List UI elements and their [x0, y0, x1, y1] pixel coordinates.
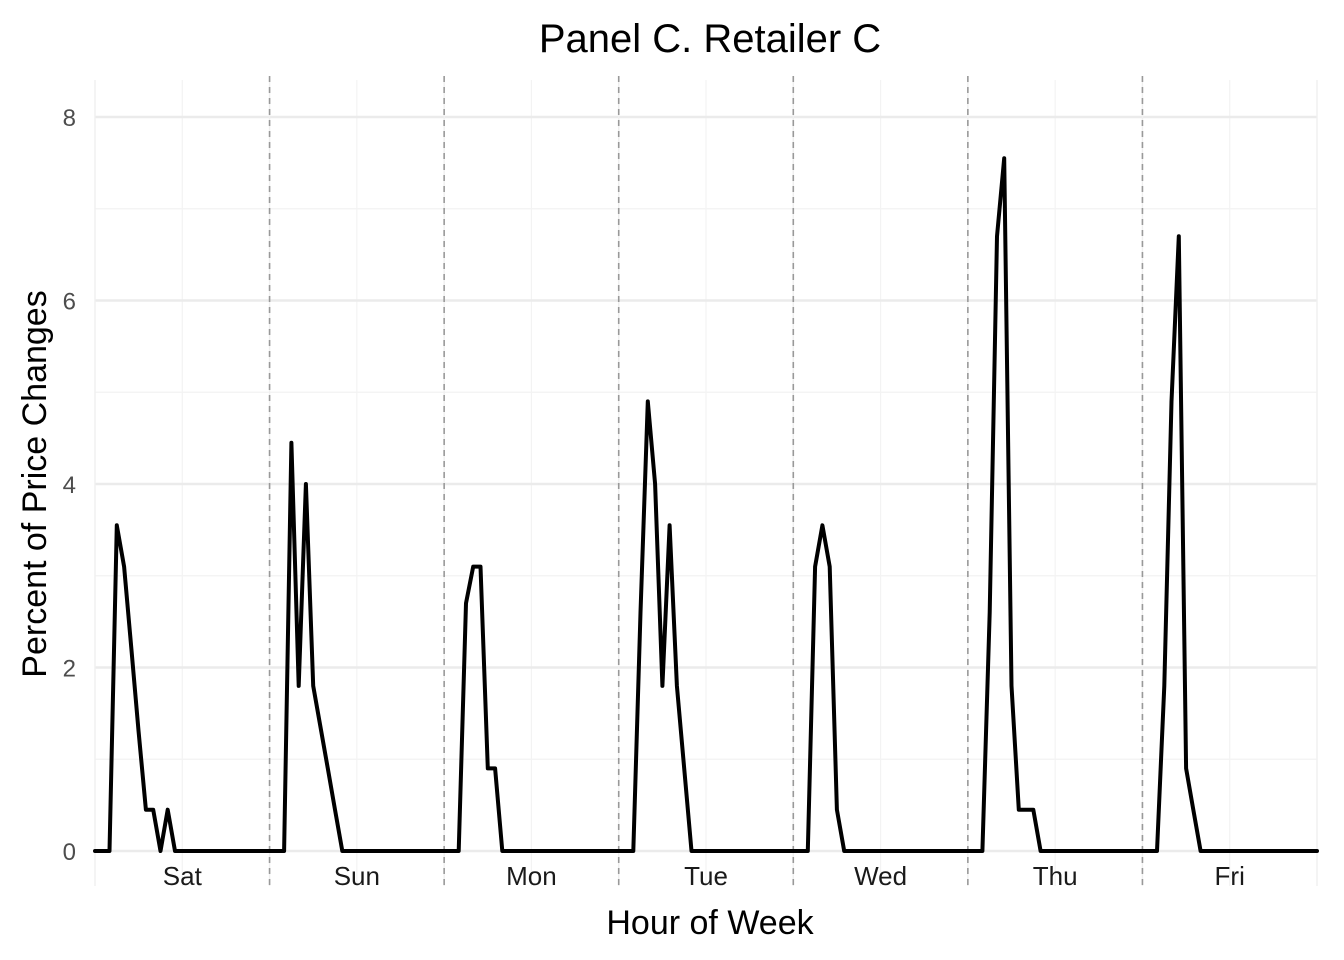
day-separators — [268, 76, 1144, 886]
day-label: Sun — [334, 861, 380, 891]
day-label: Fri — [1215, 861, 1245, 891]
day-label: Sat — [163, 861, 203, 891]
x-axis-title: Hour of Week — [606, 904, 814, 942]
y-tick-label: 6 — [63, 289, 76, 316]
day-label: Mon — [506, 861, 557, 891]
chart-title: Panel C. Retailer C — [539, 17, 881, 61]
y-tick-label: 0 — [63, 839, 76, 866]
y-axis-title: Percent of Price Changes — [16, 290, 54, 677]
y-tick-label: 8 — [63, 105, 76, 132]
day-label: Tue — [684, 861, 728, 891]
x-day-labels: Sat Sun Mon Tue Wed Thu Fri — [163, 861, 1245, 891]
day-label: Wed — [854, 861, 907, 891]
y-tick-label: 2 — [63, 656, 76, 683]
y-tick-labels: 0 2 4 6 8 — [63, 105, 76, 866]
series-line — [93, 156, 1319, 853]
y-tick-label: 4 — [63, 472, 76, 499]
series-layer — [93, 156, 1319, 853]
day-label: Thu — [1033, 861, 1078, 891]
